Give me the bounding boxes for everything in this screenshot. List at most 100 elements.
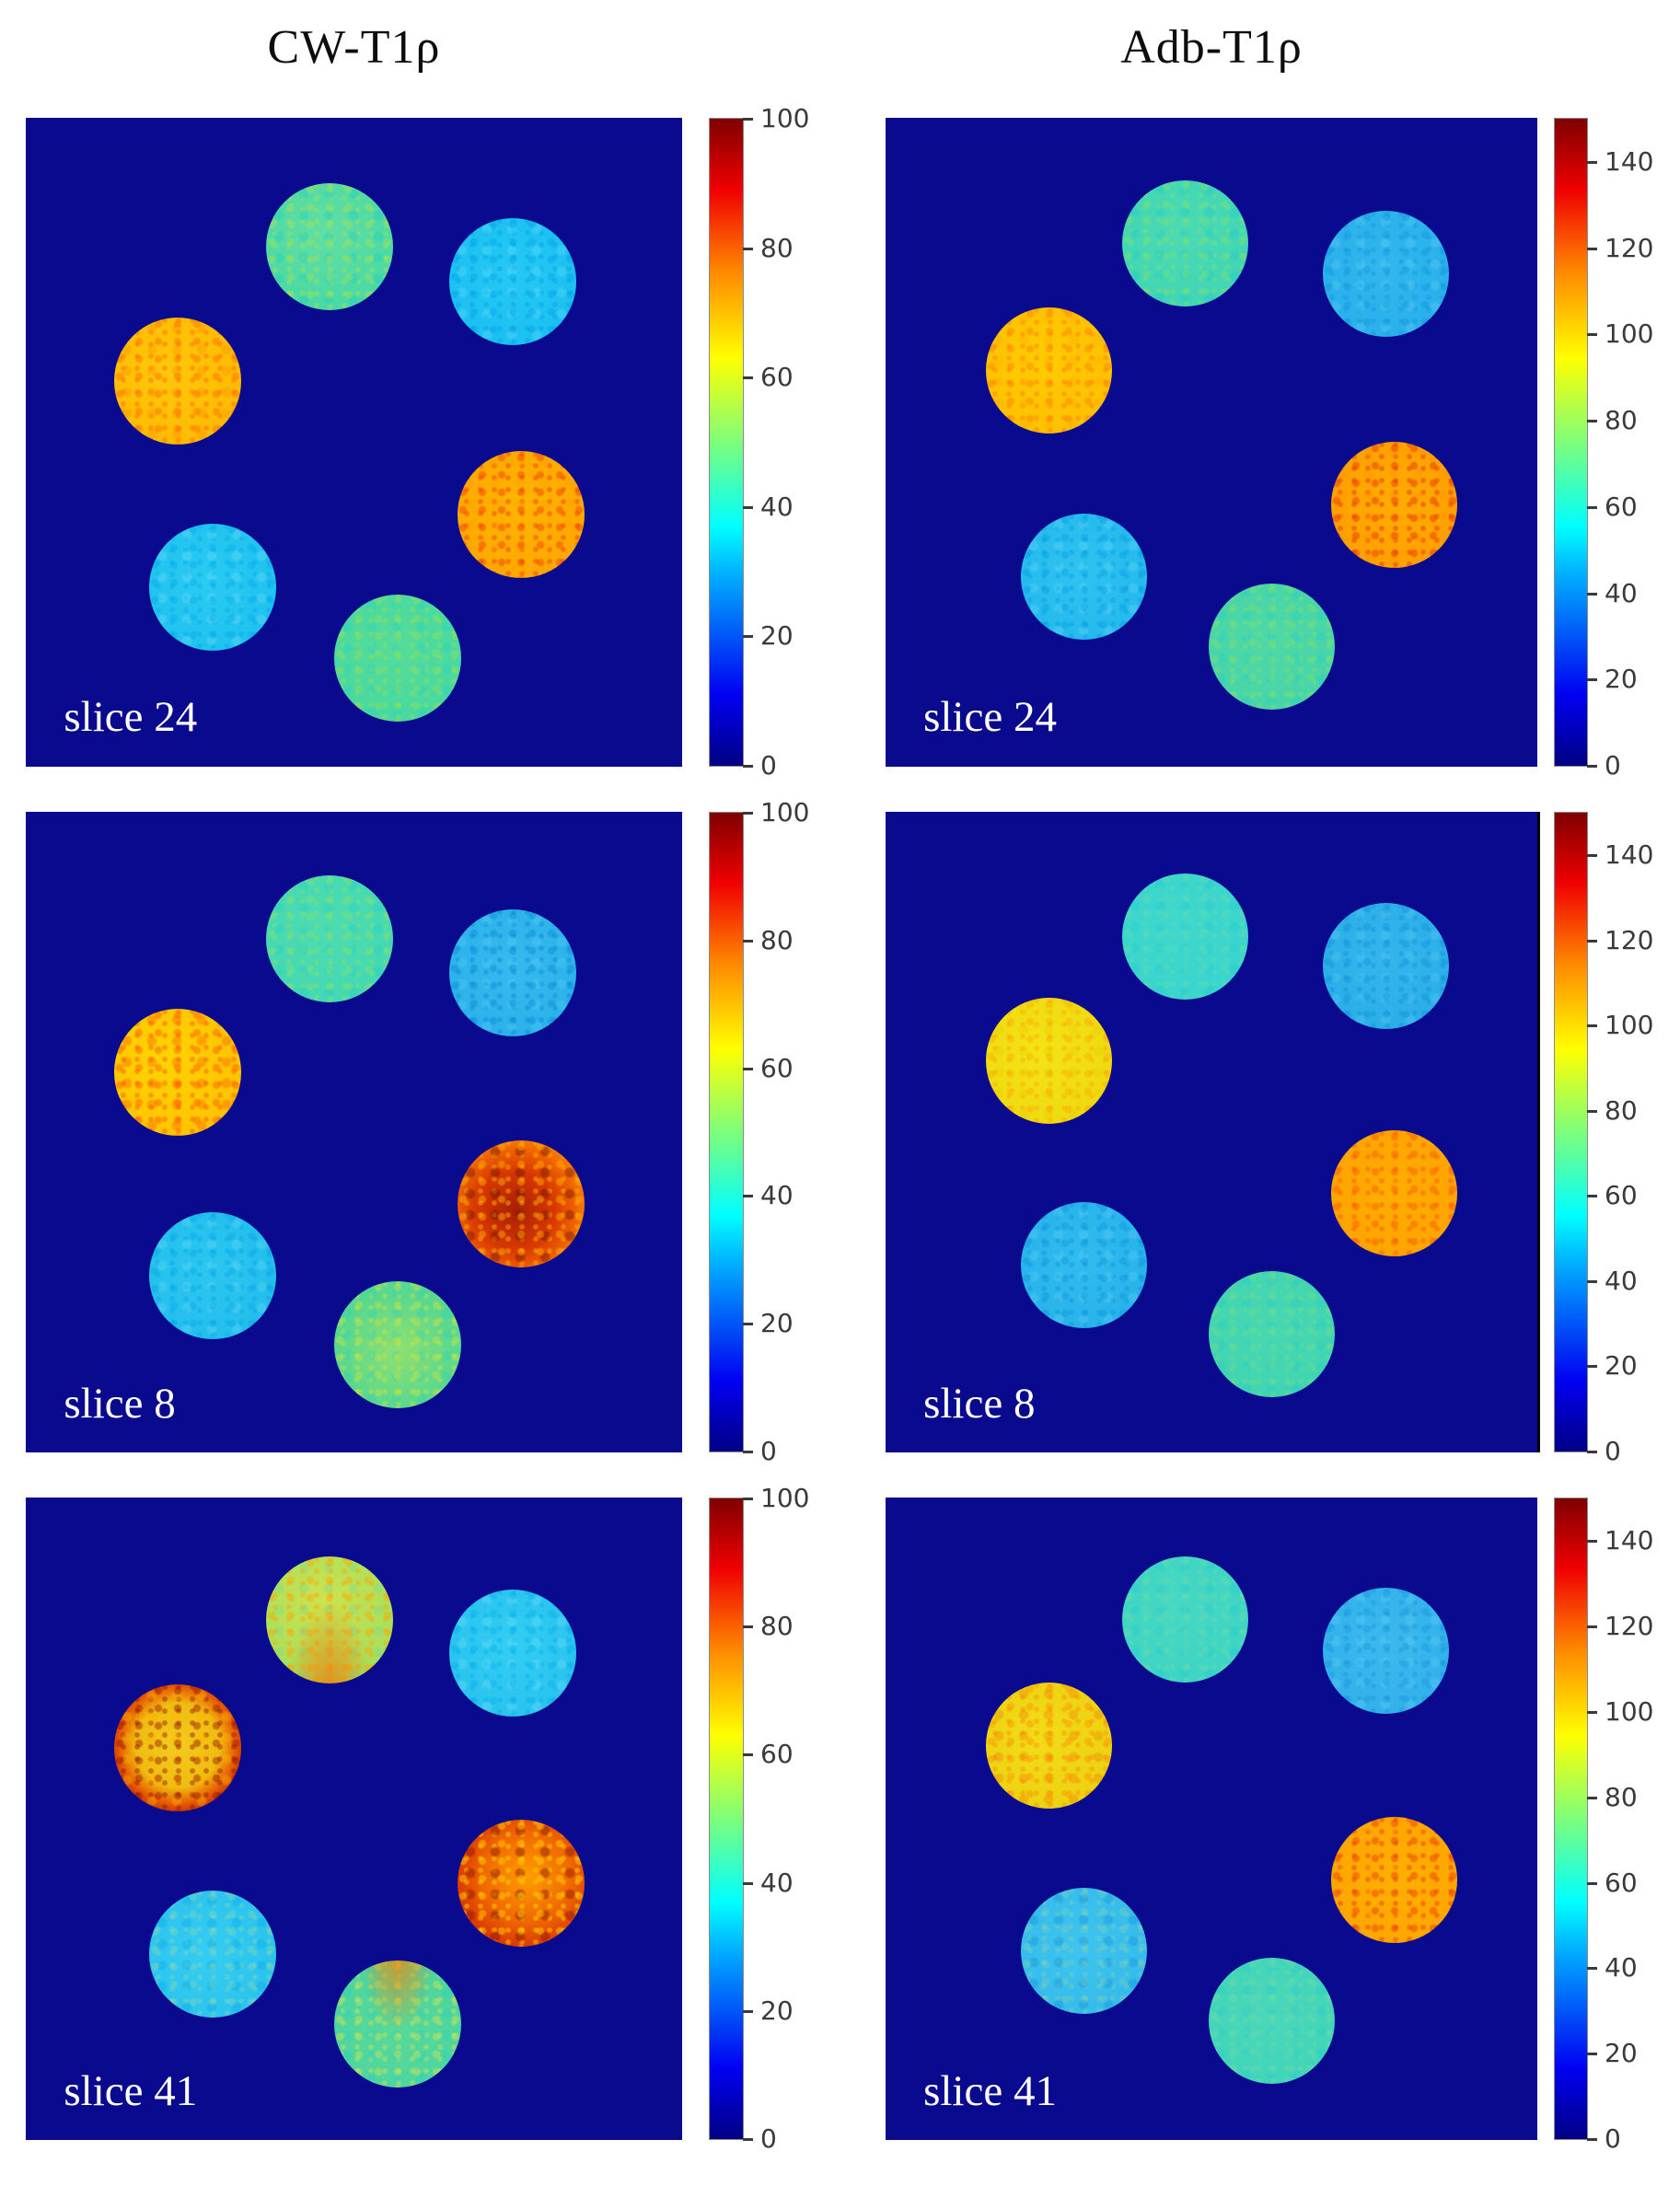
tick-mark [1587,1881,1597,1885]
tick-label: 100 [760,797,810,827]
tick-mark [743,1625,753,1629]
tick-mark [1587,1279,1597,1283]
tick-mark [1587,2138,1597,2141]
colorbar-gradient [1555,119,1587,766]
slice-label: slice 24 [64,693,198,742]
tick-label: 20 [760,1308,794,1339]
vial-mid-left [113,1008,241,1136]
tick-label: 20 [1605,2038,1638,2069]
vial-mid-right [457,1139,585,1267]
vial-mid-left [985,1682,1112,1809]
tick-mark [743,1067,753,1070]
colorbar-cw-slice8: 0 20 40 60 80 100 [709,798,809,1466]
tick-label: 20 [760,620,794,652]
column-title-cw: CW-T1ρ [267,21,441,74]
vial-mid-right [1330,1130,1457,1257]
colorbar-cw-slice41: 0 20 40 60 80 100 [709,1484,809,2154]
vial-top-center [266,874,394,1002]
panel-adb-slice8: slice 8 [886,812,1540,1452]
tick-mark [743,1881,753,1885]
vial-mid-right [457,451,585,579]
tick-label: 40 [1605,1952,1638,1984]
vial-top-right [449,909,577,1037]
tick-label: 20 [1605,664,1638,695]
colorbar-gradient [710,1498,743,2139]
tick-label: 40 [1605,1265,1638,1296]
tick-label: 40 [760,1867,794,1898]
tick-label: 40 [760,1180,794,1211]
tick-label: 120 [1605,232,1654,263]
tick-mark [1587,1540,1597,1544]
tick-mark [1587,939,1597,943]
tick-mark [743,118,753,121]
tick-label: 60 [760,362,794,393]
vial-top-right [1323,1587,1450,1714]
tick-label: 80 [760,232,794,263]
tick-mark [743,2009,753,2013]
tick-label: 80 [760,924,794,955]
tick-mark [1587,1711,1597,1714]
tick-mark [1587,765,1597,768]
panel-adb-slice41: slice 41 [886,1498,1537,2140]
vial-bottom-left [149,1211,277,1339]
tick-mark [1587,333,1597,337]
vial-top-right [1323,902,1450,1029]
tick-mark [1587,592,1597,596]
colorbar-gradient [1555,813,1587,1452]
vial-bottom-center [333,1281,461,1409]
tick-label: 100 [1605,318,1654,350]
panel-adb-slice24: slice 24 [886,118,1537,767]
vial-bottom-center [1208,584,1335,711]
tick-mark [743,505,753,509]
tick-label: 60 [1605,491,1638,522]
tick-mark [743,376,753,380]
tick-mark [743,812,753,815]
tick-label: 0 [1605,750,1621,781]
colorbar-adb-slice41: 0 20 40 60 80 100 120 140 [1554,1498,1653,2154]
colorbar-gradient [710,813,743,1452]
tick-label: 80 [1605,1781,1638,1812]
tick-label: 60 [1605,1867,1638,1898]
slice-label: slice 41 [923,2066,1057,2115]
vial-top-right [1323,210,1450,337]
tick-mark [1587,1365,1597,1369]
tick-label: 100 [1605,1696,1654,1727]
vial-bottom-left [1021,1887,1148,2014]
vial-mid-right [1330,441,1457,568]
vial-top-right [449,217,577,345]
vial-bottom-center [333,594,461,722]
slice-label: slice 41 [64,2066,198,2115]
tick-mark [1587,160,1597,164]
tick-label: 140 [1605,839,1654,871]
vial-bottom-left [149,524,277,652]
tick-label: 80 [760,1611,794,1642]
vial-bottom-left [1021,513,1148,640]
vial-top-center [1122,873,1249,1000]
tick-label: 0 [1605,1436,1621,1466]
tick-mark [1587,854,1597,858]
vial-mid-right [1330,1816,1457,1943]
vial-top-center [1122,1556,1249,1683]
tick-label: 60 [1605,1180,1638,1211]
colorbar-gradient [710,119,743,766]
tick-mark [743,1753,753,1757]
tick-mark [1587,247,1597,250]
vial-mid-left [985,307,1112,434]
colorbar-cw-slice24: 0 20 40 60 80 100 [709,104,809,781]
tick-mark [1587,1195,1597,1198]
vial-top-center [1122,180,1249,307]
tick-label: 100 [1605,1010,1654,1041]
vial-bottom-center [1208,1270,1335,1397]
tick-mark [743,939,753,943]
vial-mid-right [457,1819,585,1947]
tick-mark [1587,678,1597,682]
colorbar-adb-slice8: 0 20 40 60 80 100 120 140 [1554,812,1653,1466]
panel-cw-slice24: slice 24 [26,118,682,767]
vial-mid-left [113,1684,241,1812]
tick-mark [1587,1109,1597,1113]
tick-mark [743,765,753,768]
tick-label: 20 [760,1995,794,2026]
tick-label: 0 [760,1436,777,1466]
panel-cw-slice41: slice 41 [26,1498,682,2140]
tick-label: 60 [760,1052,794,1083]
